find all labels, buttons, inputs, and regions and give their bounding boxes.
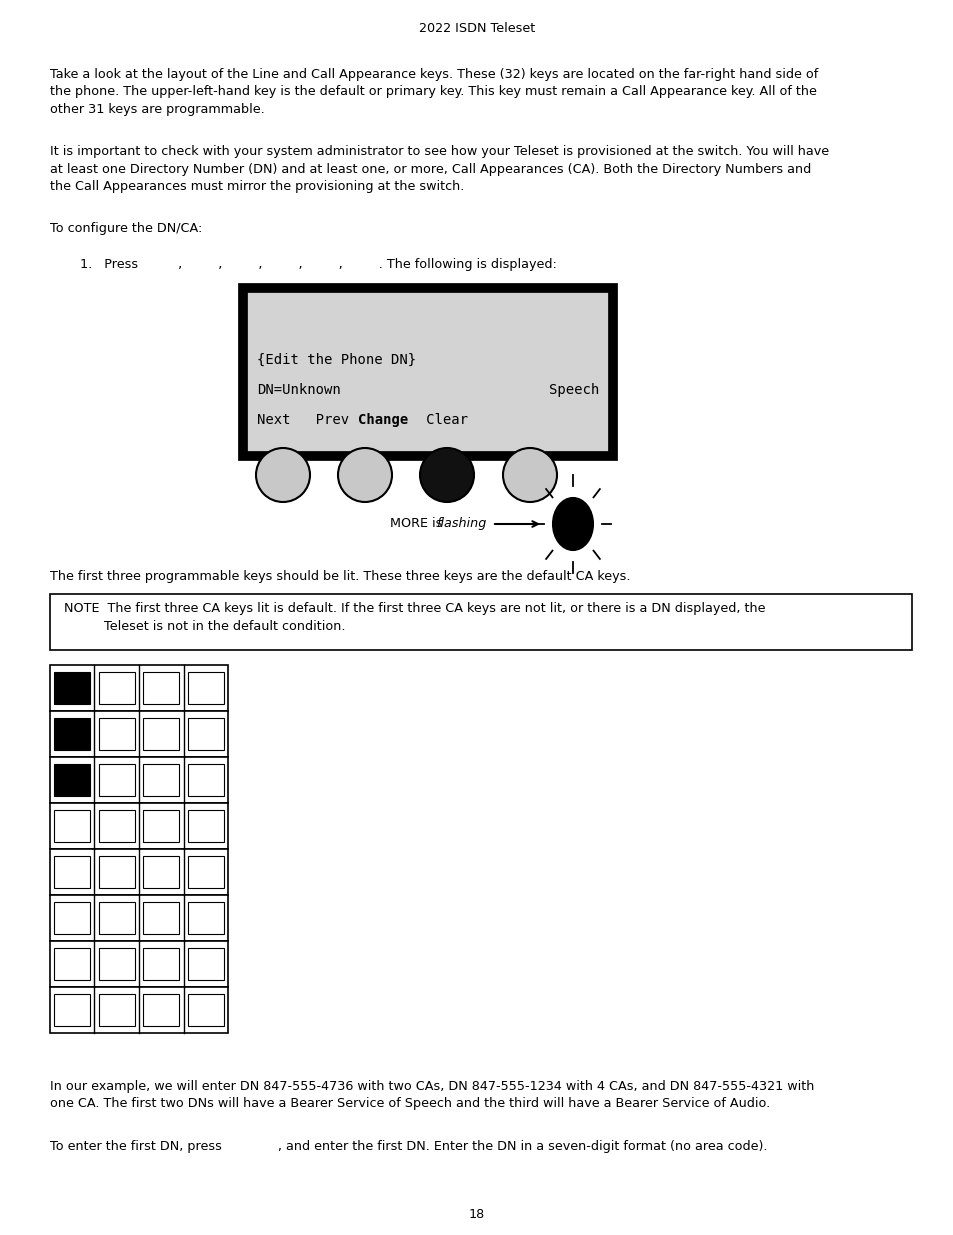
Ellipse shape [502, 448, 557, 501]
Bar [50, 803, 228, 848]
Bar [143, 718, 179, 750]
Text: 1.   Press          ,         ,         ,         ,         ,         . The foll: 1. Press , , , , , . The foll [80, 258, 557, 270]
Bar [188, 764, 223, 797]
Bar [54, 672, 90, 704]
Bar [54, 810, 90, 842]
Bar [54, 856, 90, 888]
Ellipse shape [419, 448, 474, 501]
Bar [99, 764, 134, 797]
Text: {Edit the Phone DN}: {Edit the Phone DN} [256, 353, 416, 367]
Text: To configure the DN/CA:: To configure the DN/CA: [50, 222, 202, 235]
Text: MORE is: MORE is [390, 517, 446, 531]
Bar [99, 672, 134, 704]
Text: The first three programmable keys should be lit. These three keys are the defaul: The first three programmable keys should… [50, 571, 630, 583]
Bar [50, 711, 228, 757]
Text: 18: 18 [468, 1208, 485, 1221]
Bar [188, 948, 223, 981]
Ellipse shape [337, 448, 392, 501]
Bar [54, 994, 90, 1026]
Bar [143, 810, 179, 842]
Bar [188, 856, 223, 888]
Bar [188, 994, 223, 1026]
Text: To enter the first DN, press              , and enter the first DN. Enter the DN: To enter the first DN, press , and enter… [50, 1140, 767, 1153]
Bar [143, 994, 179, 1026]
Bar [188, 672, 223, 704]
Text: In our example, we will enter DN 847-555-4736 with two CAs, DN 847-555-1234 with: In our example, we will enter DN 847-555… [50, 1079, 814, 1110]
Bar [143, 672, 179, 704]
Text: It is important to check with your system administrator to see how your Teleset : It is important to check with your syste… [50, 144, 828, 193]
Bar [54, 902, 90, 934]
Text: 2022 ISDN Teleset: 2022 ISDN Teleset [418, 22, 535, 35]
Text: Speech: Speech [548, 383, 598, 396]
Bar [99, 718, 134, 750]
Text: NOTE  The first three CA keys lit is default. If the first three CA keys are not: NOTE The first three CA keys lit is defa… [64, 601, 764, 632]
Bar [188, 718, 223, 750]
Bar [54, 764, 90, 797]
Bar [188, 810, 223, 842]
Bar [54, 948, 90, 981]
Bar [50, 987, 228, 1032]
Text: Change: Change [357, 412, 408, 427]
Bar [243, 288, 613, 456]
Bar [143, 948, 179, 981]
Bar [143, 856, 179, 888]
Bar [54, 718, 90, 750]
Ellipse shape [553, 498, 593, 550]
Bar [50, 941, 228, 987]
Bar [50, 664, 228, 711]
Ellipse shape [255, 448, 310, 501]
Bar [50, 895, 228, 941]
Bar [99, 902, 134, 934]
Text: Take a look at the layout of the Line and Call Appearance keys. These (32) keys : Take a look at the layout of the Line an… [50, 68, 818, 116]
Bar [50, 757, 228, 803]
Bar [99, 856, 134, 888]
Bar [143, 902, 179, 934]
Text: DN=Unknown: DN=Unknown [256, 383, 340, 396]
Bar [99, 948, 134, 981]
Bar [50, 848, 228, 895]
Bar [99, 810, 134, 842]
Text: Next   Prev: Next Prev [256, 412, 374, 427]
Bar [143, 764, 179, 797]
Text: Clear: Clear [400, 412, 468, 427]
Text: flashing: flashing [436, 517, 486, 531]
Bar [188, 902, 223, 934]
Bar [99, 994, 134, 1026]
Bar [50, 594, 911, 650]
